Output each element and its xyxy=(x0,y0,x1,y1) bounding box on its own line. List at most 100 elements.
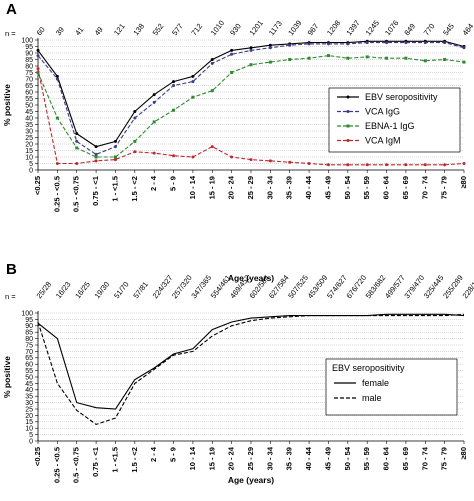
data-point xyxy=(36,71,40,74)
y-tick-label: 100 xyxy=(21,37,33,44)
panel-letter: B xyxy=(6,261,17,278)
y-tick-label: 20 xyxy=(25,141,33,148)
data-point xyxy=(75,146,79,150)
data-point xyxy=(94,145,98,149)
y-tick-label: 15 xyxy=(25,419,33,426)
data-point xyxy=(443,41,447,45)
data-point xyxy=(365,41,369,45)
data-point xyxy=(36,67,40,71)
data-point xyxy=(423,59,427,63)
data-point xyxy=(385,163,389,167)
legend-marker xyxy=(346,124,350,128)
n-count-label: 1173 xyxy=(267,19,284,37)
data-point xyxy=(172,84,176,87)
data-point xyxy=(210,89,214,93)
legend-entry: VCA IgM xyxy=(365,136,401,146)
data-point xyxy=(55,116,59,120)
y-tick-label: 5 xyxy=(29,432,33,439)
data-point xyxy=(94,155,98,159)
y-tick-label: 35 xyxy=(25,122,33,129)
data-point xyxy=(249,48,253,52)
y-axis-title: % positive xyxy=(2,356,12,398)
data-point xyxy=(55,162,59,165)
data-point xyxy=(443,163,447,167)
x-category-label: 75 - 79 xyxy=(440,176,449,199)
x-category-label: 10 - 14 xyxy=(188,446,197,470)
y-tick-label: 25 xyxy=(25,135,33,142)
data-point xyxy=(210,61,214,65)
y-tick-label: 0 xyxy=(29,438,33,445)
x-category-label: 55 - 59 xyxy=(362,447,371,470)
legend-box xyxy=(328,87,461,153)
n-prefix: n = xyxy=(5,29,16,38)
y-tick-label: 45 xyxy=(25,381,33,388)
y-tick-label: 55 xyxy=(25,368,33,375)
data-point xyxy=(268,43,272,47)
y-tick-label: 85 xyxy=(25,330,33,337)
data-point xyxy=(230,48,234,52)
y-tick-label: 30 xyxy=(25,128,33,135)
data-point xyxy=(230,52,234,56)
series-line xyxy=(37,313,465,426)
y-tick-label: 95 xyxy=(25,44,33,51)
y-tick-label: 95 xyxy=(25,317,33,324)
data-point xyxy=(152,120,156,124)
data-point xyxy=(75,139,79,143)
x-category-label: 30 - 34 xyxy=(265,175,274,199)
data-point xyxy=(404,56,408,60)
y-tick-label: 70 xyxy=(25,349,33,356)
x-category-label: 1.5 - <2 xyxy=(130,176,139,202)
n-count-label: 1208 xyxy=(325,19,342,38)
x-axis-title: Age (years) xyxy=(228,475,274,485)
data-point xyxy=(230,155,234,159)
data-point xyxy=(191,80,195,84)
data-point xyxy=(191,155,195,159)
n-count-label: 1010 xyxy=(209,19,226,38)
y-tick-label: 40 xyxy=(25,115,33,122)
data-point xyxy=(133,139,137,143)
data-point xyxy=(249,63,253,67)
data-point xyxy=(365,163,369,167)
y-tick-label: 60 xyxy=(25,89,33,96)
x-category-label: 5 - 9 xyxy=(169,447,178,462)
y-tick-label: 10 xyxy=(25,154,33,161)
x-category-label: 0.25 - <0.5 xyxy=(52,176,61,212)
data-point xyxy=(172,154,176,158)
data-point xyxy=(462,162,466,165)
y-tick-label: 100 xyxy=(21,310,33,317)
data-point xyxy=(210,145,214,149)
data-point xyxy=(94,152,98,156)
y-tick-label: 45 xyxy=(25,109,33,116)
data-point xyxy=(152,100,156,104)
data-point xyxy=(113,158,117,162)
data-point xyxy=(443,58,447,61)
y-tick-label: 85 xyxy=(25,57,33,64)
n-count-label: 121 xyxy=(112,22,127,37)
x-category-label: 5 - 9 xyxy=(169,176,178,191)
y-tick-label: 0 xyxy=(29,167,33,174)
y-tick-label: 35 xyxy=(25,394,33,401)
data-point xyxy=(113,145,117,149)
x-category-label: 65 - 69 xyxy=(401,447,410,470)
data-point xyxy=(230,71,234,74)
y-tick-label: 50 xyxy=(25,374,33,381)
y-axis-title: % positive xyxy=(2,84,12,126)
data-point xyxy=(36,48,40,52)
panel-b: B051015202530354045505560657075808590951… xyxy=(2,261,474,485)
data-point xyxy=(75,132,79,136)
n-count-label: 25/28 xyxy=(34,280,53,300)
x-category-label: 20 - 24 xyxy=(227,175,236,199)
panel-letter: A xyxy=(6,1,17,18)
x-category-label: 55 - 59 xyxy=(362,176,371,199)
data-point xyxy=(385,56,389,60)
x-category-label: 0.25 - <0.5 xyxy=(52,447,61,483)
y-tick-label: 10 xyxy=(25,426,33,433)
y-tick-label: 5 xyxy=(29,161,33,168)
n-count-label: 51/70 xyxy=(112,280,131,300)
data-point xyxy=(55,74,59,78)
data-point xyxy=(191,74,195,78)
series-line xyxy=(37,55,465,158)
n-count-label: 16/23 xyxy=(54,280,73,300)
legend-box xyxy=(325,358,458,416)
